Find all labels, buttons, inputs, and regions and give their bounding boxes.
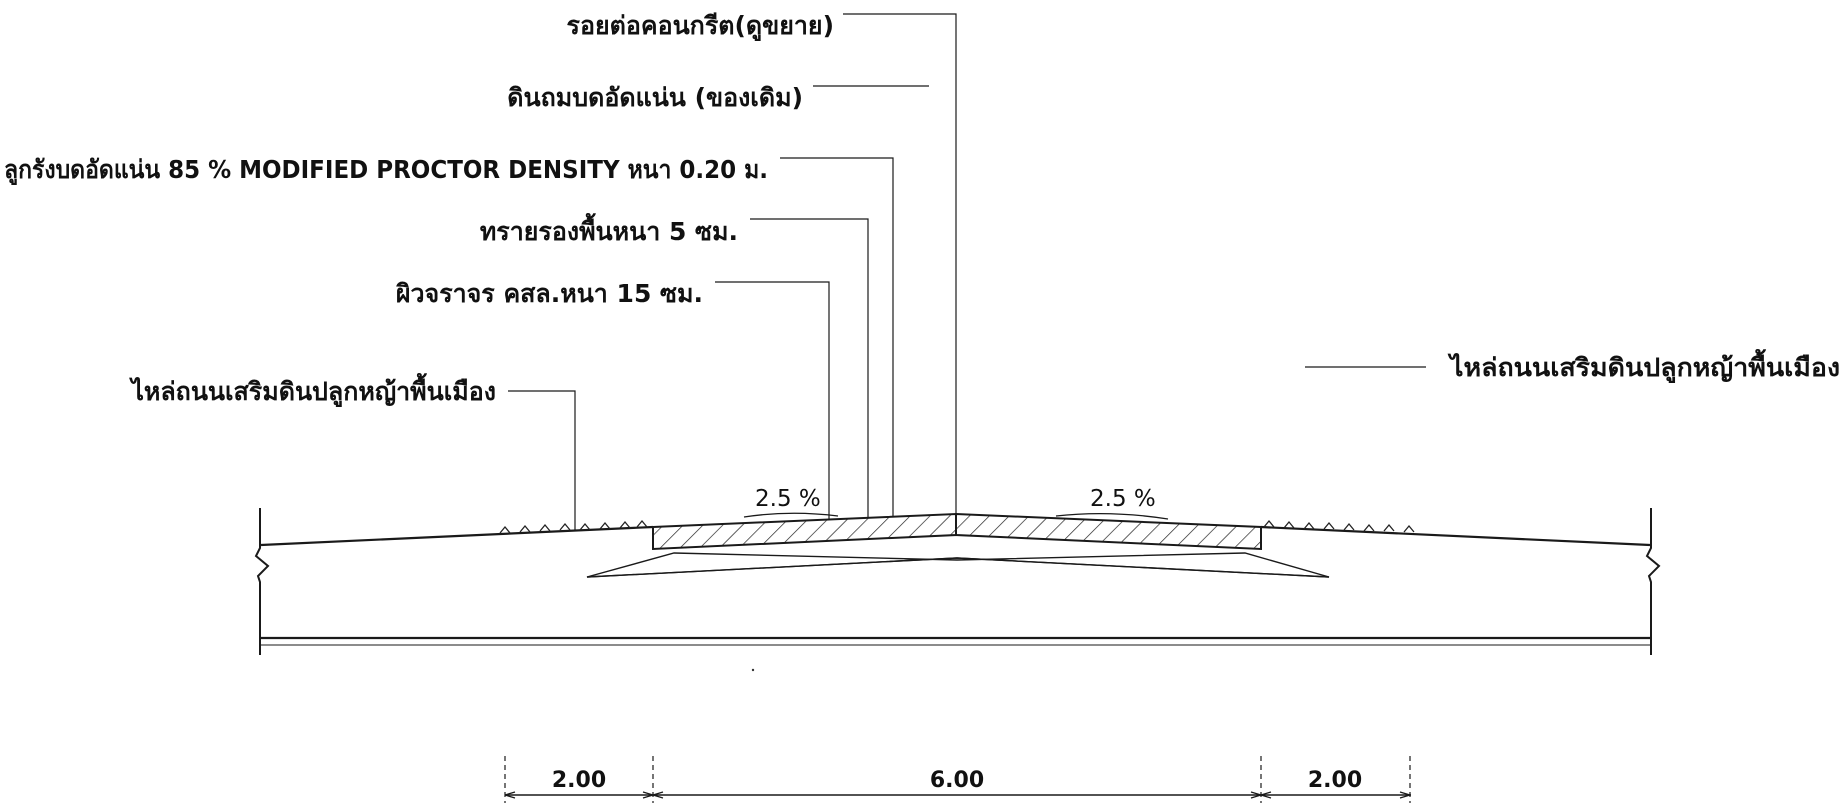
label-laterite: ลูกรังบดอัดแน่น 85 % MODIFIED PROCTOR DE…: [4, 155, 768, 186]
label-existing-soil: ดินถมบดอัดแน่น (ของเดิม): [507, 83, 803, 112]
road-section: 2.5 % 2.5 %: [254, 486, 1661, 655]
leader-shoulder-left: [508, 390, 576, 530]
sand-layer-line: [652, 534, 1262, 550]
leader-sand: [750, 218, 869, 518]
slope-arrow-right: [1055, 512, 1169, 520]
dimension-line: [504, 756, 1411, 803]
leader-surface: [715, 281, 830, 520]
dim-carriageway: 6.00: [930, 768, 984, 793]
callouts: รอยต่อคอนกรีต(ดูขยาย) ดินถมบดอัดแน่น (ขอ…: [4, 11, 1840, 408]
grass-left: [499, 519, 648, 534]
label-shoulder-right: ไหล่ถนนเสริมดินปลูกหญ้าพื้นเมือง: [1447, 348, 1840, 384]
concrete-slab-right: [955, 512, 1262, 551]
label-sand: ทรายรองพื้นหนา 5 ซม.: [480, 212, 738, 246]
laterite-base-layer: [586, 552, 1330, 578]
laterite-base-bottom: [586, 557, 1330, 578]
stray-mark: [751, 668, 755, 672]
slope-arrow-left: [743, 512, 839, 518]
slope-label-right: 2.5 %: [1090, 486, 1156, 512]
dim-shoulder-left: 2.00: [552, 768, 606, 793]
label-surface: ผิวจราจร คสล.หนา 15 ซม.: [396, 279, 703, 308]
slope-label-left: 2.5 %: [755, 486, 821, 512]
shoulder-top-right: [1260, 525, 1651, 547]
dim-arrows: [504, 791, 1411, 799]
shoulder-top-left: [260, 525, 654, 547]
grass-right: [1263, 519, 1415, 533]
leader-lines: [508, 13, 1426, 530]
break-symbol-left: [254, 508, 270, 655]
concrete-slab-left: [652, 512, 957, 551]
leader-joint: [843, 13, 957, 514]
label-shoulder-left: ไหล่ถนนเสริมดินปลูกหญ้าพื้นเมือง: [128, 372, 496, 408]
dim-shoulder-right: 2.00: [1308, 768, 1362, 793]
label-joint: รอยต่อคอนกรีต(ดูขยาย): [567, 11, 834, 42]
leader-laterite: [780, 157, 894, 517]
break-symbol-right: [1645, 508, 1661, 655]
